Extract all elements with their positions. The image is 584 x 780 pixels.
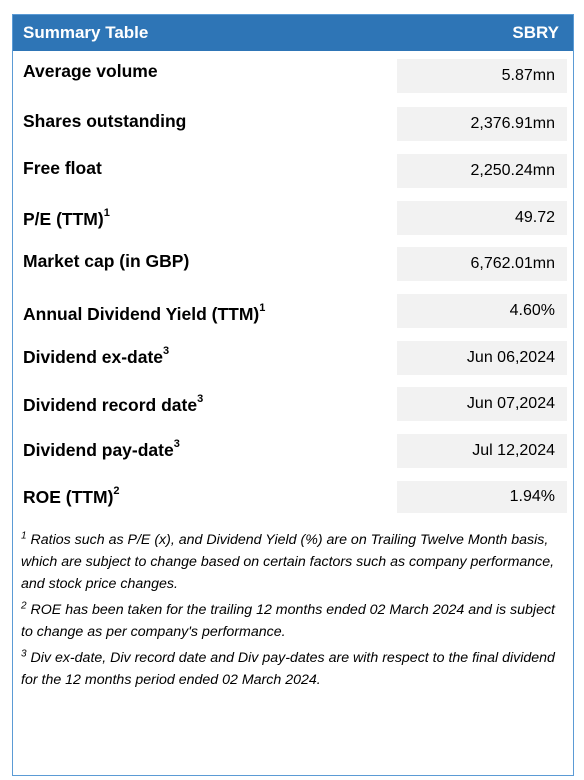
table-header: Summary Table SBRY xyxy=(13,15,573,51)
footnotes: 1 Ratios such as P/E (x), and Dividend Y… xyxy=(21,529,567,695)
table-row-dividend-pay-date: Jul 12,2024 Dividend pay-date3 xyxy=(13,430,573,474)
row-value: 1.94% xyxy=(509,488,555,505)
table-row-dividend-record-date: Jun 07,2024 Dividend record date3 xyxy=(13,383,573,427)
row-label: ROE (TTM)2 xyxy=(23,485,120,507)
row-label: Shares outstanding xyxy=(23,111,187,131)
table-row-shares-outstanding: 2,376.91mn Shares outstanding xyxy=(13,103,573,147)
table-row-dividend-yield: 4.60% Annual Dividend Yield (TTM)1 xyxy=(13,290,573,334)
table-title: Summary Table xyxy=(23,23,149,42)
table-row-pe-ttm: 49.72 P/E (TTM)1 xyxy=(13,197,573,241)
row-label: Dividend ex-date3 xyxy=(23,345,170,367)
table-row-free-float: 2,250.24mn Free float xyxy=(13,150,573,194)
row-value: Jul 12,2024 xyxy=(472,442,555,459)
row-label: Free float xyxy=(23,158,102,178)
summary-table-frame: Summary Table SBRY 5.87mn Average volume… xyxy=(12,14,574,776)
row-value: Jun 07,2024 xyxy=(466,395,555,412)
value-cell: 5.87mn xyxy=(397,59,567,93)
row-label: P/E (TTM)1 xyxy=(23,207,110,229)
row-value: 49.72 xyxy=(514,209,555,226)
value-cell: 6,762.01mn xyxy=(397,247,567,281)
row-label: Market cap (in GBP) xyxy=(23,251,190,271)
value-cell: Jul 12,2024 xyxy=(397,434,567,468)
table-row-roe-ttm: 1.94% ROE (TTM)2 xyxy=(13,481,573,513)
value-cell: 2,376.91mn xyxy=(397,107,567,141)
value-cell: Jun 06,2024 xyxy=(397,341,567,375)
footnote-2: 2 ROE has been taken for the trailing 12… xyxy=(21,600,555,640)
row-label: Annual Dividend Yield (TTM)1 xyxy=(23,302,266,324)
row-label: Average volume xyxy=(23,61,158,81)
footnote-1: 1 Ratios such as P/E (x), and Dividend Y… xyxy=(21,530,555,592)
row-value: 5.87mn xyxy=(501,67,555,84)
table-row-average-volume: 5.87mn Average volume xyxy=(13,55,573,99)
value-cell: 2,250.24mn xyxy=(397,154,567,188)
value-cell: 1.94% xyxy=(397,481,567,513)
ticker-symbol: SBRY xyxy=(512,23,559,42)
row-value: Jun 06,2024 xyxy=(466,349,555,366)
value-cell: Jun 07,2024 xyxy=(397,387,567,421)
table-row-dividend-ex-date: Jun 06,2024 Dividend ex-date3 xyxy=(13,337,573,381)
row-value: 4.60% xyxy=(509,302,555,319)
row-value: 2,376.91mn xyxy=(470,115,555,132)
value-cell: 4.60% xyxy=(397,294,567,328)
row-label: Dividend record date3 xyxy=(23,393,204,415)
footnote-3: 3 Div ex-date, Div record date and Div p… xyxy=(21,648,555,688)
table-row-market-cap: 6,762.01mn Market cap (in GBP) xyxy=(13,243,573,287)
row-value: 6,762.01mn xyxy=(470,255,555,272)
row-label: Dividend pay-date3 xyxy=(23,438,180,460)
row-value: 2,250.24mn xyxy=(470,162,555,179)
value-cell: 49.72 xyxy=(397,201,567,235)
